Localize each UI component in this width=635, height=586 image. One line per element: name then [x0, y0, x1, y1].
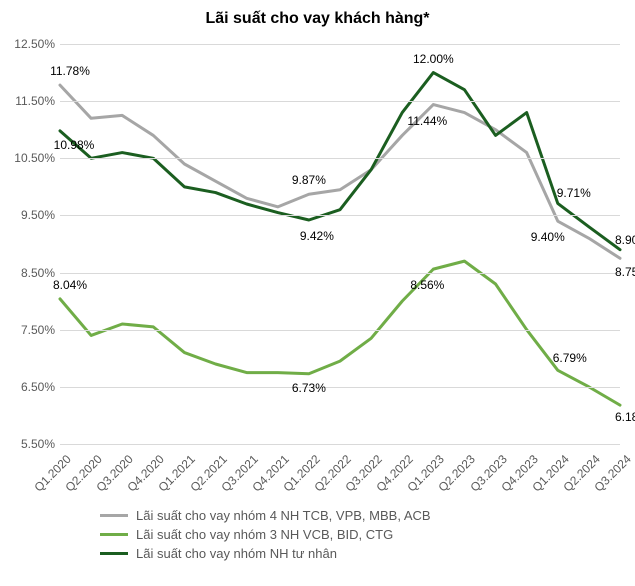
grid-line [60, 158, 620, 159]
legend-label: Lãi suất cho vay nhóm 3 NH VCB, BID, CTG [136, 527, 393, 542]
data-label: 9.71% [557, 186, 591, 200]
data-label: 6.18% [615, 410, 635, 424]
data-label: 12.00% [413, 52, 454, 66]
y-axis-label: 11.50% [5, 94, 55, 108]
data-label: 9.40% [531, 230, 565, 244]
plot-area: 5.50%6.50%7.50%8.50%9.50%10.50%11.50%12.… [60, 44, 620, 444]
series-line [60, 261, 620, 405]
y-axis-label: 10.50% [5, 151, 55, 165]
data-label: 8.56% [410, 278, 444, 292]
legend-label: Lãi suất cho vay nhóm 4 NH TCB, VPB, MBB… [136, 508, 431, 523]
legend-item: Lãi suất cho vay nhóm 3 NH VCB, BID, CTG [100, 527, 431, 542]
legend-item: Lãi suất cho vay nhóm NH tư nhân [100, 546, 431, 561]
data-label: 8.04% [53, 278, 87, 292]
grid-line [60, 444, 620, 445]
data-label: 9.87% [292, 173, 326, 187]
legend-item: Lãi suất cho vay nhóm 4 NH TCB, VPB, MBB… [100, 508, 431, 523]
y-axis-label: 7.50% [5, 323, 55, 337]
legend: Lãi suất cho vay nhóm 4 NH TCB, VPB, MBB… [100, 508, 431, 565]
data-label: 9.42% [300, 229, 334, 243]
y-axis-label: 6.50% [5, 380, 55, 394]
y-axis-label: 8.50% [5, 266, 55, 280]
grid-line [60, 215, 620, 216]
grid-line [60, 44, 620, 45]
y-axis-label: 12.50% [5, 37, 55, 51]
grid-line [60, 330, 620, 331]
y-axis-label: 5.50% [5, 437, 55, 451]
legend-label: Lãi suất cho vay nhóm NH tư nhân [136, 546, 337, 561]
chart-container: Lãi suất cho vay khách hàng* 5.50%6.50%7… [0, 0, 635, 586]
legend-swatch [100, 533, 128, 536]
series-line [60, 73, 620, 250]
grid-line [60, 387, 620, 388]
legend-swatch [100, 552, 128, 555]
data-label: 10.98% [54, 138, 95, 152]
data-label: 8.90% [615, 233, 635, 247]
data-label: 11.78% [50, 64, 90, 78]
chart-title: Lãi suất cho vay khách hàng* [0, 10, 635, 28]
grid-line [60, 101, 620, 102]
data-label: 6.73% [292, 381, 326, 395]
legend-swatch [100, 514, 128, 517]
y-axis-label: 9.50% [5, 208, 55, 222]
grid-line [60, 273, 620, 274]
data-label: 6.79% [553, 351, 587, 365]
data-label: 11.44% [407, 114, 447, 128]
data-label: 8.75% [615, 265, 635, 279]
